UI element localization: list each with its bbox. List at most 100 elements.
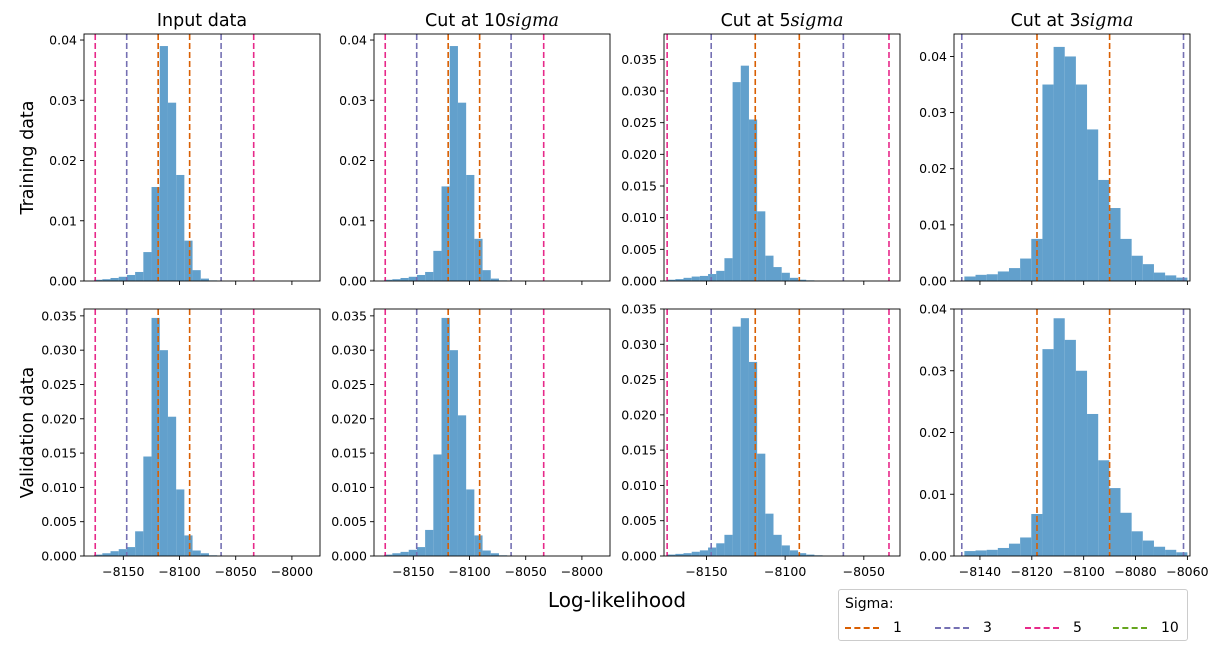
panel-r1-c2: 0.000 0.005 0.010 0.015 0.020 0.025 0.030 0.035…	[621, 302, 901, 579]
column-title: Cut at 10sigma	[425, 11, 559, 31]
x-tick-label: −8000	[561, 564, 603, 579]
y-tick-label: 0.025	[621, 372, 657, 387]
histogram-bar	[964, 551, 976, 556]
histogram-bar	[441, 186, 450, 281]
y-tick-label: 0.015	[331, 446, 367, 461]
histogram-bar	[740, 65, 749, 282]
x-tick-label: −8100	[448, 564, 490, 579]
histogram-bar	[1008, 543, 1021, 556]
histogram-bar	[1131, 255, 1143, 281]
histogram-bar	[200, 553, 209, 556]
histogram-bar	[789, 550, 799, 556]
histogram-bar	[975, 274, 987, 281]
histogram-bar	[675, 279, 684, 281]
histogram-bar	[1075, 84, 1088, 281]
panel-r0-c3: 0.00 0.01 0.02 0.03 0.04	[919, 33, 1191, 289]
histogram-bar	[457, 102, 467, 282]
legend-item-sigma-1: 1	[845, 618, 902, 638]
x-tick-label: −8060	[1166, 564, 1208, 579]
y-tick-label: 0.020	[331, 411, 367, 426]
histogram-bar	[151, 187, 160, 281]
column-title-symbol: sigma	[1081, 11, 1134, 31]
histogram-bar	[724, 258, 733, 281]
histogram-bar	[781, 272, 790, 281]
column-title: Cut at 5sigma	[721, 11, 844, 31]
legend-swatch	[1113, 627, 1147, 629]
histogram-bar	[1165, 275, 1177, 281]
histogram-bar	[699, 275, 709, 281]
legend: Sigma: 1 3 5 10	[838, 589, 1188, 641]
histogram-bar	[1053, 318, 1065, 556]
y-tick-label: 0.015	[621, 443, 657, 458]
y-tick-label: 0.030	[621, 84, 657, 99]
histogram-bar	[167, 102, 177, 282]
y-tick-label: 0.010	[41, 480, 77, 495]
column-title-symbol: sigma	[506, 11, 559, 31]
column-title: Cut at 3sigma	[1011, 11, 1134, 31]
y-tick-label: 0.005	[41, 514, 77, 529]
y-tick-label: 0.03	[339, 93, 367, 108]
histogram-bar	[384, 554, 393, 556]
histogram-bar	[200, 278, 209, 281]
histogram-bar	[408, 276, 417, 281]
row-label: Training data	[18, 100, 38, 215]
histogram-bar	[474, 238, 483, 281]
histogram-bar	[732, 326, 741, 556]
y-tick-label: 0.04	[919, 302, 947, 317]
histogram-bar	[732, 82, 741, 281]
histogram-bar	[975, 550, 987, 556]
x-tick-label: −8150	[685, 564, 727, 579]
histogram-bar	[1142, 264, 1154, 281]
histogram-bar	[110, 551, 119, 556]
y-tick-label: 0.01	[919, 217, 947, 232]
histogram-bar	[126, 274, 136, 281]
y-tick-label: 0.035	[331, 308, 367, 323]
y-tick-label: 0.04	[49, 33, 77, 48]
y-tick-label: 0.000	[41, 549, 77, 564]
histogram-bar	[773, 534, 782, 556]
histogram-bar	[167, 416, 177, 556]
y-tick-label: 0.04	[919, 49, 947, 64]
legend-label: 5	[1073, 620, 1082, 636]
histogram-bar	[691, 551, 700, 556]
y-tick-label: 0.025	[621, 115, 657, 130]
x-tick-label: −8150	[392, 564, 434, 579]
histogram-bar	[1064, 56, 1076, 281]
histogram-bar	[716, 270, 725, 281]
histogram-bar	[1075, 370, 1088, 556]
column-title-symbol: sigma	[791, 11, 844, 31]
x-tick-label: −8050	[843, 564, 885, 579]
histogram-bar	[699, 550, 709, 556]
histogram-bar	[798, 279, 807, 281]
y-tick-label: 0.010	[621, 478, 657, 493]
y-tick-label: 0.005	[621, 242, 657, 257]
histogram-bar	[986, 274, 998, 281]
y-tick-label: 0.02	[919, 425, 947, 440]
histogram-bar	[143, 456, 152, 556]
x-tick-label: −8100	[1063, 564, 1105, 579]
histogram-bar	[457, 415, 467, 556]
histogram-bar	[1042, 349, 1054, 556]
y-tick-label: 0.005	[621, 513, 657, 528]
histogram-bar	[740, 318, 749, 556]
column-title-prefix: Cut at 10	[425, 11, 506, 31]
y-tick-label: 0.000	[331, 549, 367, 564]
row-label: Validation data	[18, 367, 38, 498]
x-tick-label: −8000	[271, 564, 313, 579]
y-tick-label: 0.025	[41, 377, 77, 392]
legend-item-sigma-3: 3	[935, 618, 992, 638]
y-tick-label: 0.01	[49, 213, 77, 228]
y-tick-label: 0.030	[331, 343, 367, 358]
histogram-bar	[798, 553, 807, 556]
y-tick-label: 0.01	[919, 487, 947, 502]
y-tick-label: 0.000	[621, 549, 657, 564]
histogram-bar	[1098, 179, 1110, 281]
histogram-bar	[716, 543, 725, 556]
histogram-bar	[400, 551, 409, 556]
y-tick-label: 0.020	[621, 147, 657, 162]
x-tick-label: −8100	[158, 564, 200, 579]
histogram-bar	[176, 489, 185, 556]
y-tick-label: 0.03	[919, 105, 947, 120]
histogram-bar	[466, 174, 475, 281]
histogram-bar	[192, 550, 201, 556]
